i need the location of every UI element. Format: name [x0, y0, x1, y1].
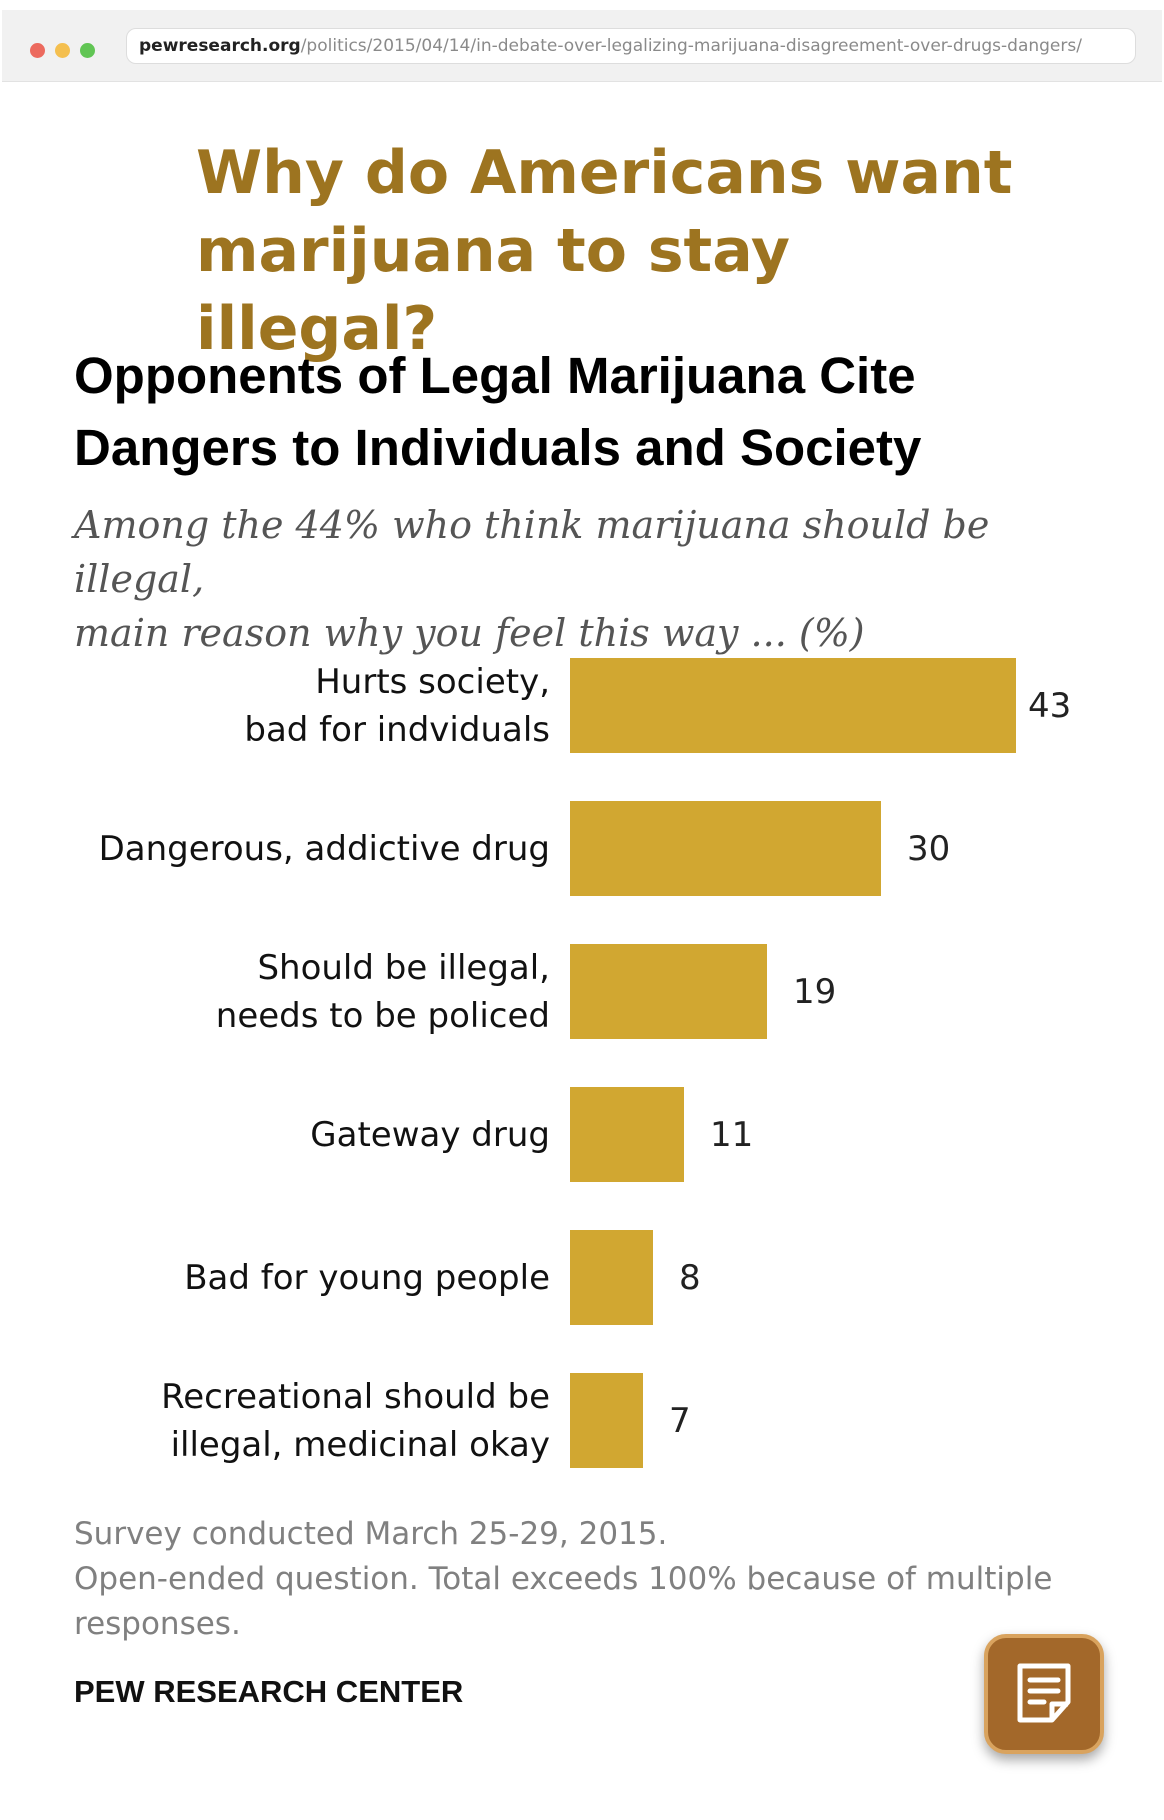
value-label: 7 — [669, 1400, 691, 1441]
category-label: Should be illegal, needs to be policed — [215, 947, 550, 1036]
category-label: Gateway drug — [310, 1114, 550, 1155]
browser-toolbar: pewresearch.org/politics/2015/04/14/in-d… — [2, 10, 1162, 82]
chart-title-line-1: Opponents of Legal Marijuana Cite — [74, 347, 916, 404]
value-label: 43 — [1028, 685, 1072, 726]
maximize-window-button[interactable] — [80, 43, 95, 58]
bar — [570, 1373, 643, 1468]
value-label: 19 — [793, 971, 837, 1012]
category-label: Bad for young people — [184, 1257, 550, 1298]
chart-title-line-2: Dangers to Individuals and Society — [74, 419, 922, 476]
value-label: 30 — [907, 828, 951, 869]
notes-button[interactable] — [984, 1634, 1104, 1754]
address-bar[interactable]: pewresearch.org/politics/2015/04/14/in-d… — [126, 28, 1136, 64]
chart-note: Survey conducted March 25-29, 2015. Open… — [74, 1512, 1074, 1647]
bar — [570, 1087, 684, 1182]
url-domain: pewresearch.org — [139, 36, 301, 56]
notepad-icon — [1017, 1663, 1071, 1723]
headline-line-1: Why do Americans want — [196, 138, 1013, 208]
chart-subtitle-line-1: Among the 44% who think marijuana should… — [74, 503, 990, 601]
chart-title: Opponents of Legal Marijuana Cite Danger… — [74, 340, 1074, 484]
category-label: Recreational should be illegal, medicina… — [161, 1376, 550, 1465]
chart-subtitle: Among the 44% who think marijuana should… — [74, 498, 1124, 660]
close-window-button[interactable] — [30, 43, 45, 58]
chart-subtitle-line-2: main reason why you feel this way ... (%… — [74, 611, 865, 655]
category-label: Hurts society, bad for indviduals — [244, 661, 550, 750]
bar — [570, 658, 1016, 753]
value-label: 8 — [679, 1257, 701, 1298]
value-label: 11 — [710, 1114, 754, 1155]
bar — [570, 1230, 653, 1325]
chart-source: PEW RESEARCH CENTER — [74, 1674, 464, 1709]
bar — [570, 944, 767, 1039]
page-headline: Why do Americans want marijuana to stay … — [196, 134, 1016, 368]
chart-note-line-2: Open-ended question. Total exceeds 100% … — [74, 1561, 1053, 1597]
headline-line-2: marijuana to stay illegal? — [196, 216, 790, 364]
bar — [570, 801, 881, 896]
category-label: Dangerous, addictive drug — [98, 828, 550, 869]
chart-note-line-3: responses. — [74, 1606, 241, 1642]
minimize-window-button[interactable] — [55, 43, 70, 58]
chart-note-line-1: Survey conducted March 25-29, 2015. — [74, 1516, 668, 1552]
url-path: /politics/2015/04/14/in-debate-over-lega… — [300, 36, 1082, 56]
